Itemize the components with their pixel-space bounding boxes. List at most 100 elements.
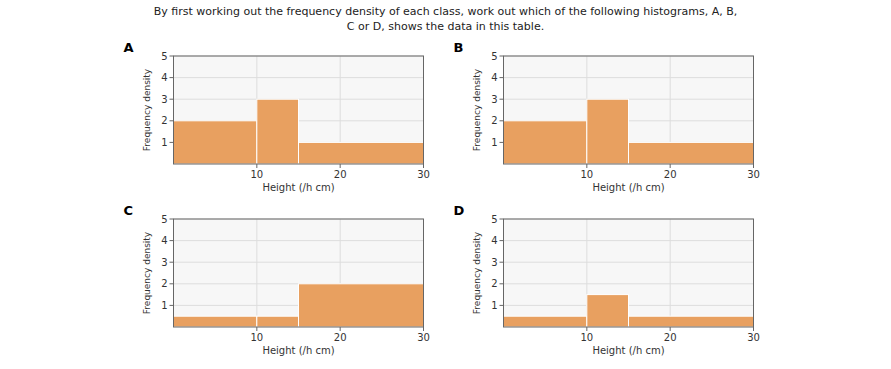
panel: 10203012345Height (/h cm)Frequency densi… <box>124 40 430 193</box>
histogram-bar <box>257 316 299 327</box>
histogram-bar <box>299 284 424 327</box>
tick-label: 20 <box>334 332 347 343</box>
tick-mark <box>170 219 174 220</box>
tick-mark <box>423 327 424 331</box>
tick-mark <box>170 99 174 100</box>
histogram-bar <box>629 142 754 164</box>
histogram-bar <box>504 121 587 164</box>
tick-label: 5 <box>491 51 497 62</box>
plot-frame <box>504 56 754 164</box>
y-axis-label: Frequency density <box>142 231 152 314</box>
tick-label: 3 <box>161 257 167 268</box>
question-text: By first working out the frequency densi… <box>154 5 737 18</box>
tick-mark <box>170 56 174 57</box>
tick-mark <box>170 240 174 241</box>
histogram-bar <box>587 99 629 164</box>
tick-label: 10 <box>580 169 593 180</box>
panel-title: B <box>454 40 464 55</box>
tick-mark <box>586 327 587 331</box>
tick-label: 5 <box>161 51 167 62</box>
tick-label: 4 <box>161 72 167 83</box>
panel: 10203012345Height (/h cm)Frequency densi… <box>454 203 760 356</box>
plot-frame <box>174 219 424 327</box>
plot-frame <box>174 56 424 164</box>
tick-label: 30 <box>417 169 430 180</box>
y-axis-label: Frequency density <box>472 231 482 314</box>
tick-label: 30 <box>747 332 760 343</box>
histogram-bar <box>504 316 587 327</box>
histogram-bar <box>629 316 754 327</box>
tick-label: 2 <box>491 115 497 126</box>
plot-background <box>174 56 424 164</box>
tick-label: 4 <box>161 235 167 246</box>
panel-title: D <box>454 203 465 218</box>
tick-mark <box>500 77 504 78</box>
plot-background <box>504 219 754 327</box>
tick-mark <box>500 219 504 220</box>
tick-label: 1 <box>491 300 497 311</box>
grid-line <box>504 283 754 284</box>
tick-mark <box>500 142 504 143</box>
grid-line <box>256 219 257 327</box>
tick-mark <box>340 327 341 331</box>
tick-mark <box>170 283 174 284</box>
grid-line <box>504 240 754 241</box>
tick-mark <box>500 262 504 263</box>
x-axis-label: Height (/h cm) <box>262 345 334 356</box>
tick-label: 20 <box>334 169 347 180</box>
bars <box>504 295 754 327</box>
chart-root: By first working out the frequency densi… <box>0 0 891 369</box>
tick-mark <box>256 327 257 331</box>
plot-background <box>504 56 754 164</box>
y-axis-label: Frequency density <box>472 68 482 151</box>
grid-line <box>670 219 671 327</box>
tick-mark <box>170 120 174 121</box>
plot-background <box>174 219 424 327</box>
tick-label: 2 <box>491 278 497 289</box>
histogram-bar <box>174 121 257 164</box>
panel-title: C <box>124 203 134 218</box>
tick-label: 10 <box>580 332 593 343</box>
tick-label: 20 <box>664 169 677 180</box>
grid-line <box>174 262 424 263</box>
tick-label: 1 <box>161 137 167 148</box>
tick-mark <box>500 240 504 241</box>
plot-frame <box>504 219 754 327</box>
tick-label: 2 <box>161 115 167 126</box>
tick-mark <box>423 164 424 168</box>
tick-label: 20 <box>664 332 677 343</box>
tick-mark <box>586 164 587 168</box>
tick-mark <box>753 327 754 331</box>
tick-mark <box>170 305 174 306</box>
y-axis-label: Frequency density <box>142 68 152 151</box>
bars <box>174 99 424 164</box>
tick-mark <box>500 120 504 121</box>
tick-label: 30 <box>417 332 430 343</box>
tick-mark <box>670 164 671 168</box>
bars <box>174 284 424 327</box>
tick-mark <box>500 305 504 306</box>
x-axis-label: Height (/h cm) <box>592 345 664 356</box>
grid-line <box>504 77 754 78</box>
x-axis-label: Height (/h cm) <box>262 182 334 193</box>
histogram-bar <box>174 316 257 327</box>
tick-label: 1 <box>161 300 167 311</box>
histogram-bar <box>299 142 424 164</box>
tick-label: 5 <box>491 214 497 225</box>
tick-label: 3 <box>491 94 497 105</box>
tick-label: 30 <box>747 169 760 180</box>
tick-mark <box>500 283 504 284</box>
histogram-bar <box>587 295 629 327</box>
histogram-bar <box>257 99 299 164</box>
tick-mark <box>753 164 754 168</box>
panel: 10203012345Height (/h cm)Frequency densi… <box>454 40 760 193</box>
grid-line <box>174 77 424 78</box>
tick-mark <box>500 99 504 100</box>
grid-line <box>174 240 424 241</box>
tick-mark <box>500 56 504 57</box>
tick-label: 4 <box>491 235 497 246</box>
bars <box>504 99 754 164</box>
tick-label: 3 <box>161 94 167 105</box>
tick-label: 5 <box>161 214 167 225</box>
tick-mark <box>170 142 174 143</box>
